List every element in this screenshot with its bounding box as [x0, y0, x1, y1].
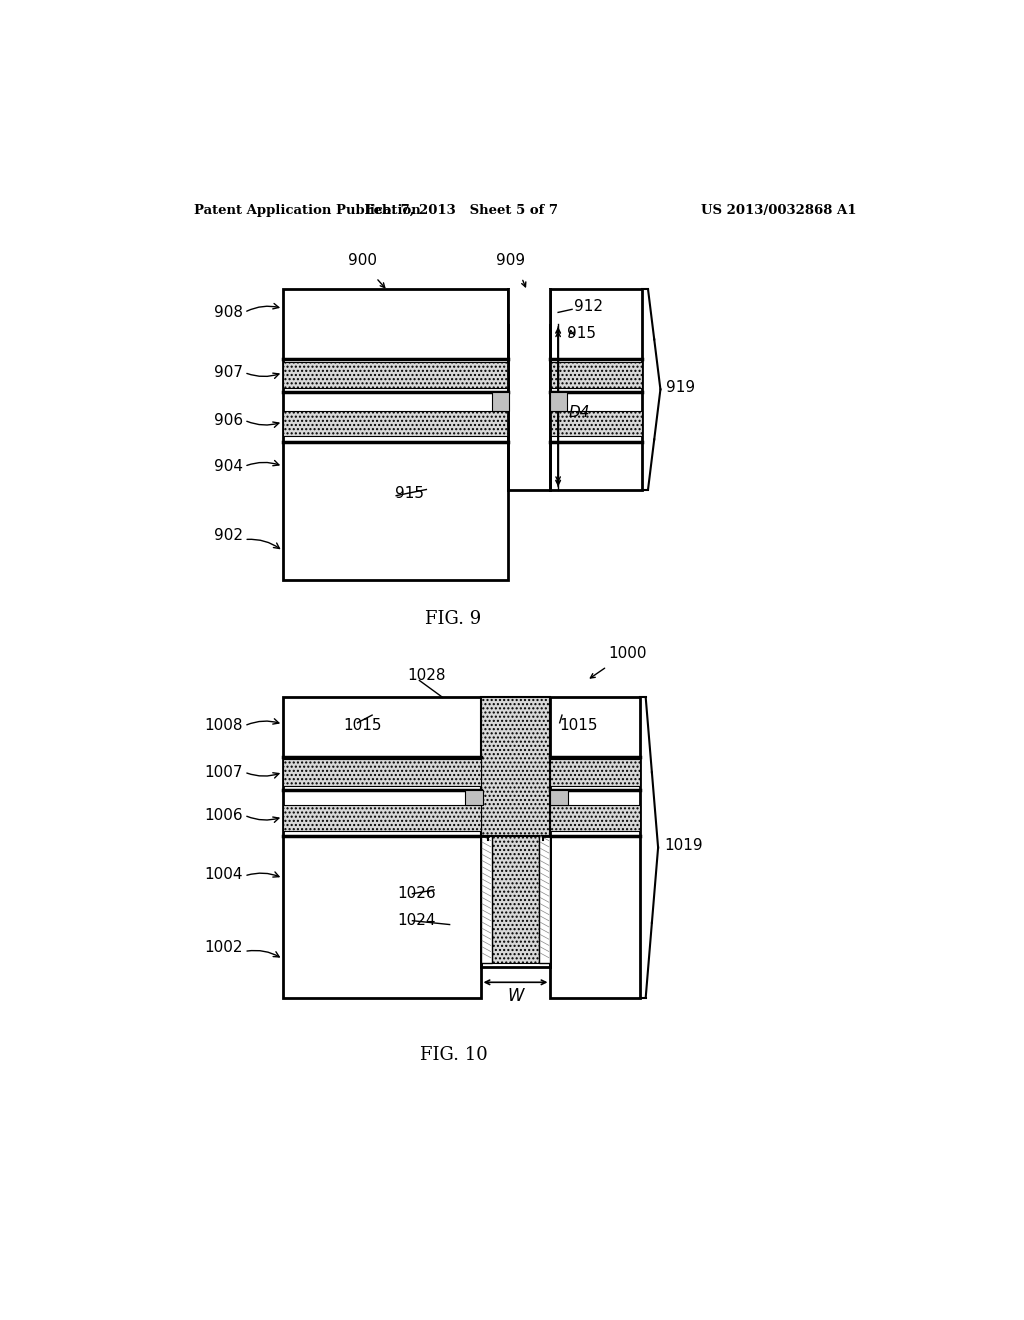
Bar — [283, 759, 480, 785]
Text: 906: 906 — [214, 413, 243, 428]
Bar — [480, 697, 550, 836]
Text: FIG. 9: FIG. 9 — [425, 610, 481, 628]
Text: 1024: 1024 — [397, 913, 436, 928]
Text: 1028: 1028 — [407, 668, 445, 684]
Text: FIG. 10: FIG. 10 — [420, 1047, 487, 1064]
Bar — [508, 289, 550, 323]
Bar — [550, 759, 640, 785]
Text: D4: D4 — [568, 405, 590, 420]
Bar — [465, 789, 483, 805]
Text: Patent Application Publication: Patent Application Publication — [194, 205, 421, 218]
Text: 907: 907 — [214, 364, 243, 380]
Text: 1015: 1015 — [343, 718, 382, 734]
Text: 902: 902 — [214, 528, 243, 544]
Bar — [550, 363, 642, 388]
Bar — [283, 805, 480, 830]
Bar — [539, 836, 550, 964]
Text: 1007: 1007 — [204, 764, 243, 780]
Text: 1000: 1000 — [608, 645, 647, 661]
Bar — [550, 289, 642, 490]
Text: 912: 912 — [573, 298, 603, 314]
Text: W: W — [507, 987, 523, 1005]
Text: 915: 915 — [395, 486, 424, 500]
Bar — [550, 392, 567, 411]
Bar — [493, 836, 539, 964]
Bar — [283, 289, 508, 581]
Bar — [550, 411, 642, 436]
Bar — [550, 697, 640, 998]
Text: 1006: 1006 — [204, 808, 243, 822]
Bar — [283, 697, 480, 998]
Text: 1015: 1015 — [559, 718, 597, 734]
Bar — [493, 392, 509, 411]
Text: US 2013/0032868 A1: US 2013/0032868 A1 — [701, 205, 856, 218]
Text: 908: 908 — [214, 305, 243, 319]
Text: 915: 915 — [566, 326, 596, 342]
Text: 1008: 1008 — [204, 718, 243, 734]
Text: 904: 904 — [214, 459, 243, 474]
Bar — [550, 805, 640, 830]
Bar — [480, 836, 493, 964]
Text: 1026: 1026 — [397, 886, 436, 902]
Bar — [283, 411, 508, 436]
Text: 1019: 1019 — [665, 838, 702, 853]
Bar — [283, 363, 508, 388]
Bar — [550, 789, 568, 805]
Text: 919: 919 — [666, 380, 695, 396]
Text: 1002: 1002 — [204, 940, 243, 956]
Text: 900: 900 — [347, 252, 377, 268]
Text: Feb. 7, 2013   Sheet 5 of 7: Feb. 7, 2013 Sheet 5 of 7 — [365, 205, 558, 218]
Text: 1004: 1004 — [204, 867, 243, 882]
Text: 909: 909 — [496, 252, 524, 268]
